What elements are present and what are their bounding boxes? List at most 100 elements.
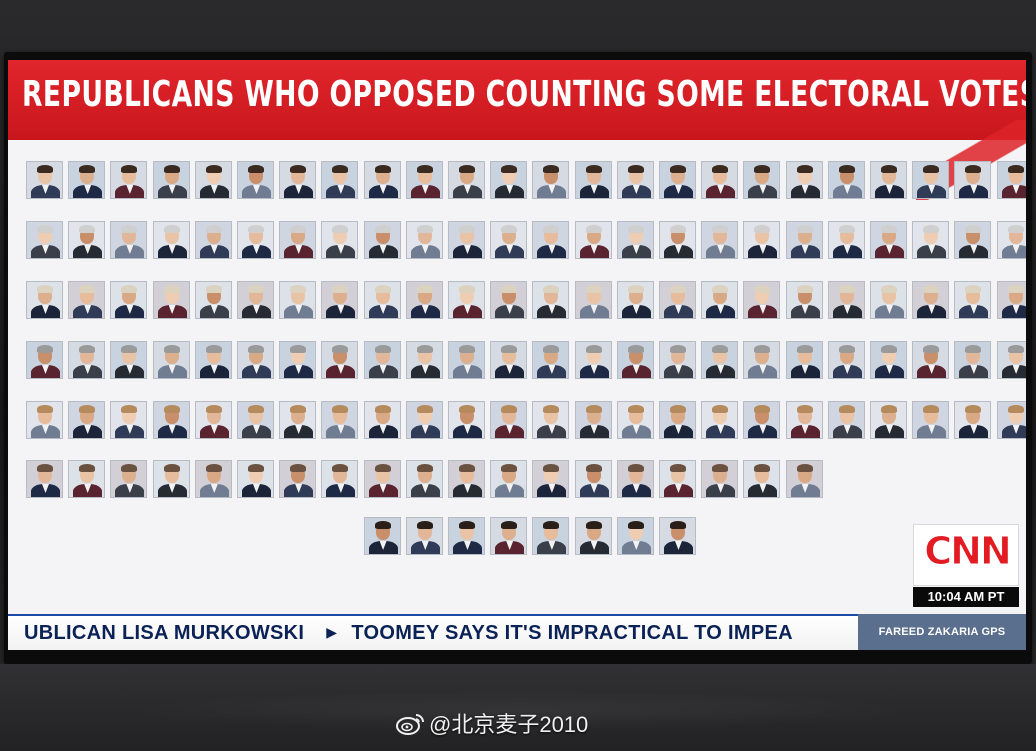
portrait-photo (659, 221, 696, 259)
portrait-tile (279, 221, 317, 271)
portrait-tile (321, 281, 359, 331)
portrait-tile (954, 281, 992, 331)
portrait-photo (743, 341, 781, 379)
portrait-photo (194, 281, 232, 319)
portrait-tile (827, 281, 865, 331)
portrait-tile (785, 221, 823, 271)
portrait-photo (532, 341, 570, 379)
portrait-photo (912, 161, 950, 199)
portrait-tile (194, 401, 232, 451)
portrait-tile (405, 401, 443, 451)
portrait-tile (363, 281, 401, 331)
portrait-tile (152, 341, 190, 391)
portrait-photo (616, 460, 654, 498)
portrait-photo (616, 517, 654, 555)
portrait-photo (490, 221, 528, 259)
portrait-photo (68, 341, 106, 379)
portrait-tile (616, 161, 654, 211)
portrait-photo (110, 401, 148, 439)
portrait-photo (68, 281, 106, 319)
ticker-segment-1: UBLICAN LISA MURKOWSKI (24, 622, 305, 644)
portrait-photo (26, 401, 63, 439)
portrait-photo (279, 281, 317, 319)
portrait-tile (870, 341, 907, 391)
portrait-photo (237, 460, 274, 498)
portrait-photo (363, 221, 401, 259)
portrait-tile (574, 281, 612, 331)
portrait-tile (490, 221, 528, 271)
portrait-tile (827, 221, 865, 271)
portrait-tile (279, 281, 317, 331)
portrait-photo (279, 161, 317, 199)
portrait-tile (616, 341, 654, 391)
portrait-tile (490, 341, 528, 391)
portrait-tile (237, 401, 274, 451)
portrait-photo (616, 221, 654, 259)
portrait-tile (321, 401, 359, 451)
portrait-photo (363, 460, 401, 498)
portrait-photo (68, 401, 106, 439)
portrait-tile (827, 341, 865, 391)
tv-stand (120, 690, 920, 730)
portrait-tile (954, 401, 992, 451)
portrait-tile (152, 221, 190, 271)
portrait-tile (954, 341, 992, 391)
portrait-tile (532, 460, 570, 510)
portrait-tile (996, 401, 1026, 451)
portrait-tile (490, 281, 528, 331)
portrait-photo (532, 281, 570, 319)
portrait-tile (743, 221, 781, 271)
portrait-tile (110, 341, 148, 391)
portrait-photo (996, 401, 1026, 439)
portrait-tile (659, 221, 696, 271)
portrait-tile (785, 401, 823, 451)
watermark: @北京麦子2010 (395, 710, 588, 740)
portrait-photo (827, 161, 865, 199)
portrait-tile (68, 460, 106, 510)
time-display: 10:04 AM PT (913, 587, 1019, 607)
portrait-photo (870, 161, 907, 199)
portrait-tile (110, 460, 148, 510)
portrait-photo (701, 221, 739, 259)
portrait-tile (996, 221, 1026, 271)
tv-stand-area (0, 664, 1036, 751)
portrait-tile (532, 401, 570, 451)
portrait-photo (574, 281, 612, 319)
portrait-tile (448, 281, 485, 331)
portrait-photo (279, 221, 317, 259)
portrait-tile (785, 161, 823, 211)
portrait-photo (954, 221, 992, 259)
portrait-photo (448, 161, 485, 199)
portrait-tile (912, 341, 950, 391)
portrait-photo (405, 460, 443, 498)
portrait-photo (785, 460, 823, 498)
portrait-tile (194, 161, 232, 211)
portrait-tile (701, 341, 739, 391)
portrait-photo (363, 401, 401, 439)
portrait-photo (237, 401, 274, 439)
portrait-tile (152, 401, 190, 451)
portrait-tile (68, 341, 106, 391)
cnn-logo-box: CNN (913, 524, 1019, 586)
portrait-tile (152, 460, 190, 510)
portrait-tile (532, 221, 570, 271)
portrait-photo (405, 281, 443, 319)
portrait-photo (659, 401, 696, 439)
portrait-tile (870, 401, 907, 451)
portrait-photo (743, 161, 781, 199)
portrait-tile (616, 281, 654, 331)
portrait-photo (870, 341, 907, 379)
portrait-photo (701, 460, 739, 498)
portrait-photo (532, 221, 570, 259)
portrait-tile (574, 460, 612, 510)
portrait-tile (405, 281, 443, 331)
news-ticker: UBLICAN LISA MURKOWSKI ▶ TOOMEY SAYS IT'S … (8, 614, 1026, 650)
portrait-tile (616, 401, 654, 451)
portrait-tile (490, 460, 528, 510)
portrait-tile (490, 161, 528, 211)
portrait-photo (996, 341, 1026, 379)
portrait-photo (996, 281, 1026, 319)
portrait-tile (659, 460, 696, 510)
portrait-tile (26, 161, 63, 211)
portrait-photo (870, 401, 907, 439)
